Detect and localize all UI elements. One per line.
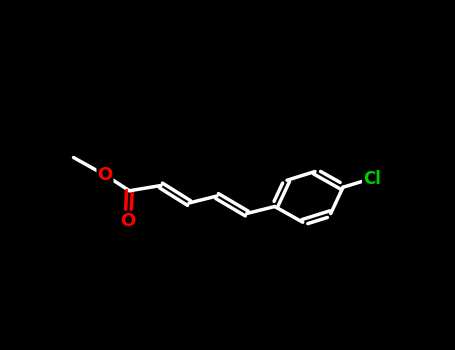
- Text: Cl: Cl: [363, 169, 381, 188]
- Text: O: O: [97, 166, 113, 184]
- Text: O: O: [120, 211, 136, 230]
